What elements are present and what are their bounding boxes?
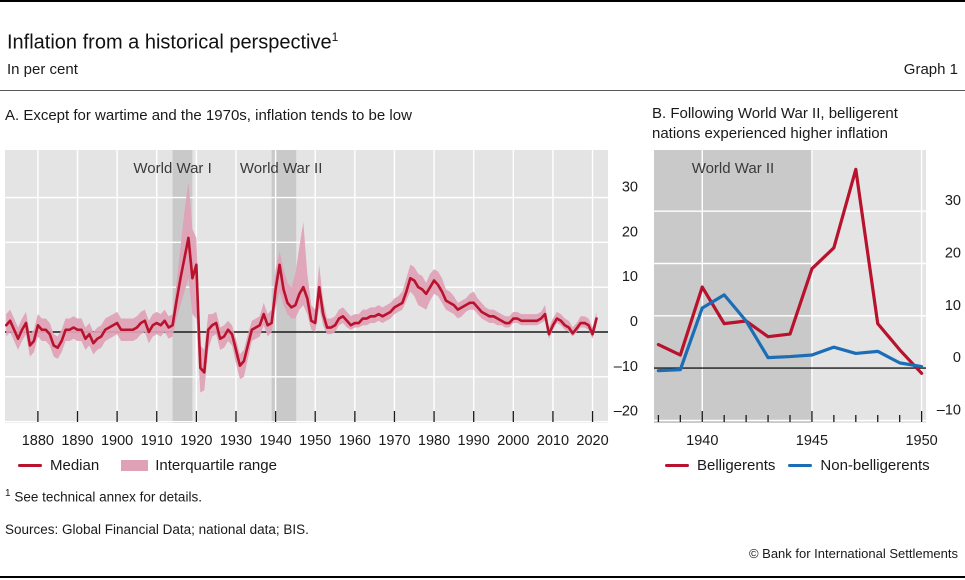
- svg-text:30: 30: [622, 180, 638, 196]
- svg-text:2010: 2010: [537, 433, 569, 449]
- svg-text:0: 0: [953, 350, 961, 366]
- svg-text:–10: –10: [937, 402, 961, 418]
- svg-text:1960: 1960: [339, 433, 371, 449]
- svg-text:1940: 1940: [686, 433, 718, 449]
- legend-item-belligerents: Belligerents: [665, 457, 775, 474]
- copyright-notice: © Bank for International Settlements: [748, 546, 958, 561]
- panel-a-legend: Median Interquartile range: [18, 457, 277, 474]
- svg-text:10: 10: [622, 269, 638, 285]
- iqr-band-swatch: [121, 460, 149, 471]
- svg-text:2000: 2000: [497, 433, 529, 449]
- legend-label-median: Median: [50, 457, 100, 474]
- top-border-rule: [0, 0, 965, 2]
- svg-text:1890: 1890: [61, 433, 93, 449]
- legend-item-median: Median: [18, 457, 99, 474]
- svg-text:20: 20: [945, 245, 961, 261]
- median-line-swatch: [18, 463, 42, 468]
- panel-b-title: B. Following World War II, belligerent n…: [652, 104, 962, 143]
- svg-text:1950: 1950: [299, 433, 331, 449]
- legend-label-non-belligerents: Non-belligerents: [820, 457, 930, 474]
- svg-text:1880: 1880: [22, 433, 54, 449]
- svg-text:0: 0: [630, 314, 638, 330]
- sources-line: Sources: Global Financial Data; national…: [5, 522, 309, 537]
- legend-item-non-belligerents: Non-belligerents: [788, 457, 930, 474]
- svg-text:30: 30: [945, 193, 961, 209]
- non-belligerents-line-swatch: [788, 463, 813, 468]
- svg-text:20: 20: [622, 224, 638, 240]
- svg-text:World War II: World War II: [692, 160, 775, 177]
- svg-text:1900: 1900: [101, 433, 133, 449]
- svg-text:1990: 1990: [458, 433, 490, 449]
- legend-label-iqr: Interquartile range: [155, 457, 277, 474]
- svg-text:1940: 1940: [259, 433, 291, 449]
- panel-b-legend: Belligerents Non-belligerents: [665, 457, 930, 474]
- graph-number-label: Graph 1: [903, 61, 958, 78]
- page-title: Inflation from a historical perspective1: [7, 30, 338, 55]
- footnote-marker: 1: [5, 488, 11, 499]
- svg-text:1920: 1920: [180, 433, 212, 449]
- svg-text:1910: 1910: [141, 433, 173, 449]
- svg-text:2020: 2020: [576, 433, 608, 449]
- page-title-text: Inflation from a historical perspective: [7, 32, 332, 55]
- svg-text:–10: –10: [614, 359, 638, 375]
- panel-a-chart: World War I World War II 1880 1890 1900 1910 1…: [5, 150, 638, 449]
- legend-label-belligerents: Belligerents: [697, 457, 776, 474]
- subtitle-row: In per cent Graph 1: [7, 61, 958, 78]
- svg-text:10: 10: [945, 298, 961, 314]
- svg-text:1950: 1950: [905, 433, 937, 449]
- panel-a-title: A. Except for wartime and the 1970s, inf…: [5, 107, 412, 124]
- footnote: 1 See technical annex for details.: [5, 488, 202, 505]
- svg-text:1980: 1980: [418, 433, 450, 449]
- bottom-border-rule: [0, 576, 965, 578]
- legend-item-iqr: Interquartile range: [121, 457, 277, 474]
- unit-label: In per cent: [7, 61, 78, 78]
- svg-text:1930: 1930: [220, 433, 252, 449]
- header-divider-rule: [0, 90, 965, 91]
- panel-b-title-line1: B. Following World War II, belligerent: [652, 105, 898, 122]
- panel-b-title-line2: nations experienced higher inflation: [652, 124, 888, 142]
- svg-text:–20: –20: [614, 404, 638, 420]
- svg-text:1970: 1970: [378, 433, 410, 449]
- belligerents-line-swatch: [665, 463, 689, 468]
- footnote-text: See technical annex for details.: [14, 489, 202, 505]
- svg-text:World War I: World War I: [133, 160, 211, 177]
- title-footnote-marker: 1: [331, 30, 339, 45]
- svg-text:1945: 1945: [796, 433, 828, 449]
- svg-text:World War II: World War II: [240, 160, 323, 177]
- panel-b-chart: World War II 1940 1945 1950–10 0 10 20 30: [654, 150, 961, 449]
